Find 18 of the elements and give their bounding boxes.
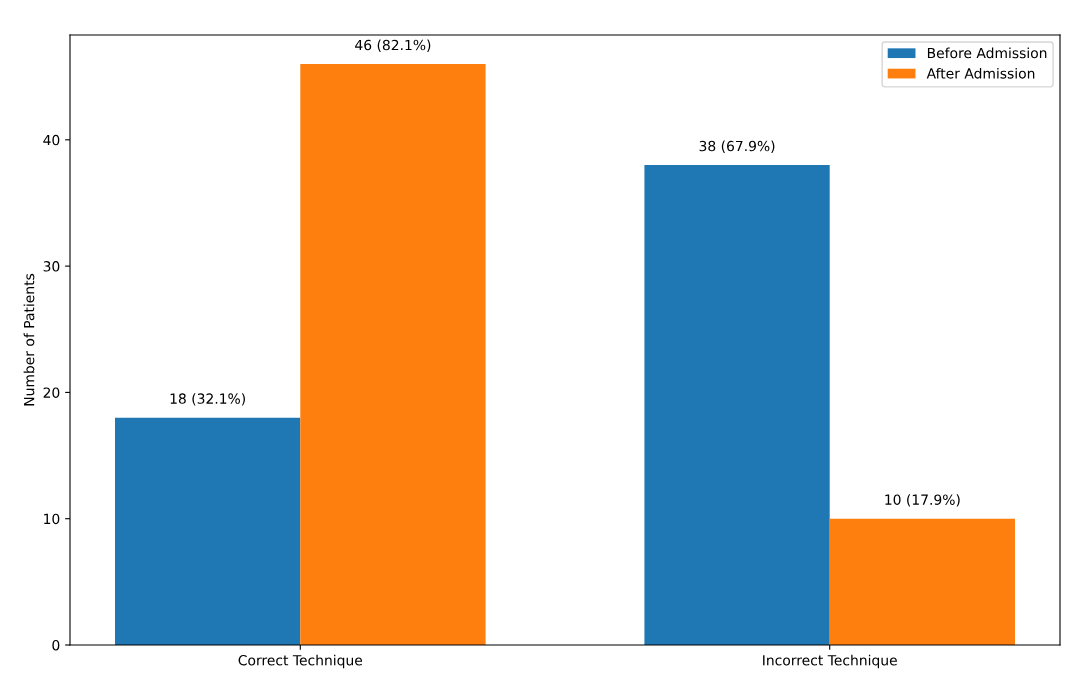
- legend-label: Before Admission: [927, 47, 1047, 59]
- bar: [300, 64, 486, 645]
- bar: [115, 417, 301, 645]
- y-tick-label: 10: [44, 513, 60, 525]
- y-tick-label: 40: [43, 134, 60, 146]
- bar: [644, 165, 830, 645]
- data-label: 10 (17.9%): [885, 494, 960, 507]
- data-label: 38 (67.9%): [699, 140, 775, 153]
- x-tick-label: Correct Technique: [238, 654, 363, 669]
- legend-label: After Admission: [926, 67, 1035, 79]
- y-tick-label: 0: [52, 639, 60, 651]
- bar: [829, 518, 1015, 645]
- data-label: 46 (82.1%): [355, 39, 431, 52]
- y-tick-label: 20: [43, 387, 60, 398]
- data-label: 18 (32.1%): [170, 393, 245, 406]
- y-axis-title: Number of Patients: [23, 273, 35, 406]
- y-tick-label: 30: [43, 261, 60, 272]
- x-tick-label: Incorrect Technique: [763, 654, 897, 669]
